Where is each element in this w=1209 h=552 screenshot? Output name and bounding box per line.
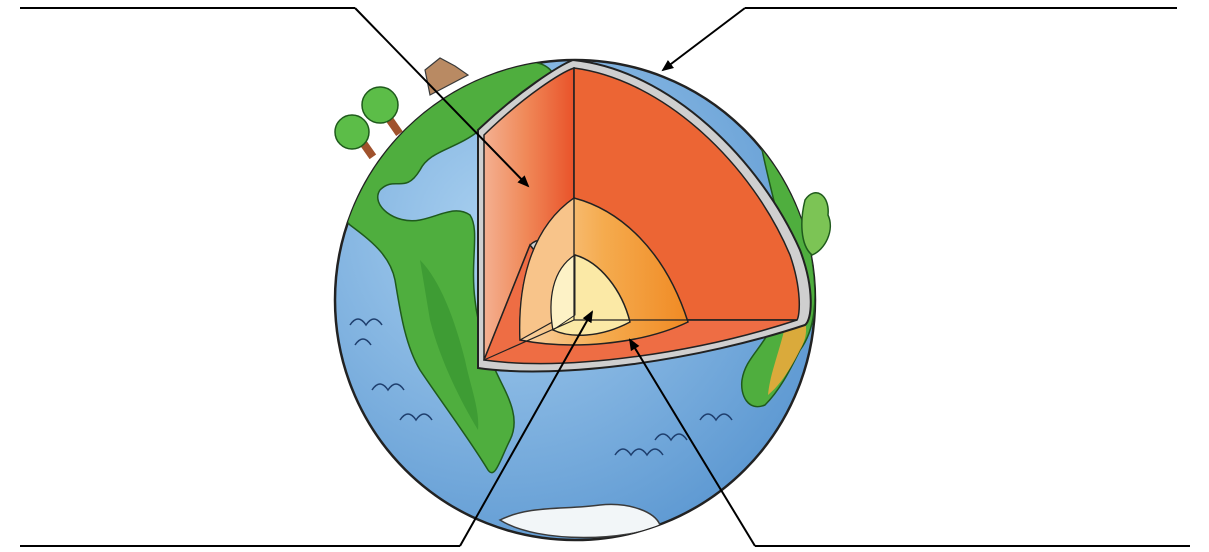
cutaway-section — [477, 58, 812, 373]
leader-top-right-arrow — [661, 7, 746, 72]
leader-bottom-right-arrow — [628, 338, 756, 547]
leader-bottom-left-arrow — [459, 310, 593, 547]
ocean-waves — [349, 318, 733, 457]
leader-lines — [20, 7, 1190, 547]
leader-top-left-arrow — [354, 7, 530, 188]
tree-decorations — [334, 57, 832, 256]
